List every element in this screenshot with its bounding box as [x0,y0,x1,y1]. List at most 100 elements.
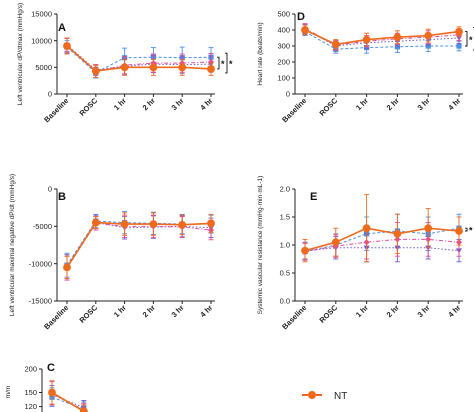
x-tick-label: 3 hr [170,303,186,319]
data-point [63,263,71,272]
y-axis-title: Left ventricular maximal negative dP/dt … [9,174,16,316]
series-line [51,396,84,410]
y-tick-label: 0.5 [280,269,290,278]
y-tick-label: 1.0 [280,241,290,250]
series-line [66,220,211,266]
y-tick-label: 400 [277,26,290,35]
y-axis-title: Left ventricular dP/dtmax (mmHg/s) [17,3,24,105]
series-line [304,29,460,46]
data-point [207,65,215,73]
series-line [304,238,460,253]
series-s2 [302,213,462,261]
panel-letter: A [58,22,66,34]
significance-bracket [217,56,220,70]
series-line [66,221,212,267]
x-tick-label: 1 hr [354,303,370,319]
legend: NT [302,391,347,402]
significance-asterisk: * [469,226,473,236]
data-point [63,42,71,50]
series-line [66,222,212,269]
y-tick-label: -15000 [29,297,52,306]
y-tick-label: 0 [48,185,52,194]
significance-asterisk: * [229,59,233,69]
data-point [79,407,88,412]
legend-marker-nt [308,391,316,399]
data-point [456,43,462,49]
panel-letter: D [297,11,305,23]
y-tick-label: 0.0 [280,297,290,306]
significance-asterisk: * [221,59,225,69]
y-tick-label: 15000 [31,10,52,19]
chart-panel-b: -15000 -10000 -5000 0 Baseline ROSC 1 hr 2 hr 3 … [9,174,215,331]
x-tick-label: Baseline [42,303,70,331]
y-tick-label: 10000 [31,36,52,45]
x-tick-label: Baseline [280,96,308,124]
y-tick-label: 200 [277,58,290,67]
y-tick-label: 100 [277,74,290,83]
x-tick-label: ROSC [318,303,340,325]
series-nt [301,194,463,263]
y-tick-label: -5000 [33,222,52,231]
x-tick-label: 4 hr [446,96,462,112]
series-line [66,45,212,72]
x-tick-label: 4 hr [198,303,214,319]
data-point [91,218,100,227]
data-point [178,63,187,72]
y-tick-label: 300 [277,42,290,51]
series-nt [301,24,463,50]
series-nt [63,212,215,280]
significance-bracket [465,227,468,232]
y-tick-label: 5000 [35,63,52,72]
significance-bracket [225,52,228,74]
x-tick-label: Baseline [280,303,308,331]
data-point [393,33,402,42]
data-point [91,67,100,75]
chart-panel-c: 120 150 200 C [24,362,88,412]
series-line [304,31,459,50]
significance-asterisk: * [469,35,473,45]
series-line [66,44,212,71]
series-line [66,46,212,74]
data-point [393,229,402,238]
x-tick-label: 2 hr [385,96,401,112]
y-axis-title: Systemic vascular resistance (mmHg·min·m… [257,176,264,315]
data-point [362,35,371,44]
data-point [455,227,463,235]
data-point [331,238,340,247]
x-tick-label: 3 hr [416,303,432,319]
series-line [304,227,460,252]
data-point [425,43,431,49]
series-line [304,27,460,46]
y-tick-label: 150 [24,388,37,397]
y-tick-label: -10000 [29,259,52,268]
y-tick-label: 500 [277,10,290,19]
data-point [149,220,158,228]
panel-letter: E [310,191,317,203]
x-tick-label: 4 hr [446,303,462,319]
legend-label-nt: NT [334,391,347,402]
series-line [66,45,212,73]
chart-panel-d: 0 100 200 300 400 500 Baseline ROSC 1 hr 2 hr 3 hr… [257,10,474,124]
series-s4 [302,222,462,261]
significance-bracket [465,31,468,47]
panel-c-y-axis-title: m/m [5,386,12,399]
series-line [51,391,85,412]
series-line [66,221,212,268]
series-s3 [64,38,214,76]
x-tick-label: 2 hr [141,96,157,112]
panel-letter: C [47,362,55,374]
series-s2 [64,40,214,79]
panel-letter: B [58,191,66,203]
series-nt [63,37,215,78]
data-point [120,63,129,72]
data-point [48,388,56,397]
y-tick-label: 200 [24,365,37,374]
y-tick-label: 120 [24,402,37,411]
y-tick-label: 0 [286,90,290,99]
data-point [207,219,215,228]
data-point [301,26,309,34]
series-line [304,247,460,252]
data-point [120,220,129,228]
data-point [331,40,340,49]
